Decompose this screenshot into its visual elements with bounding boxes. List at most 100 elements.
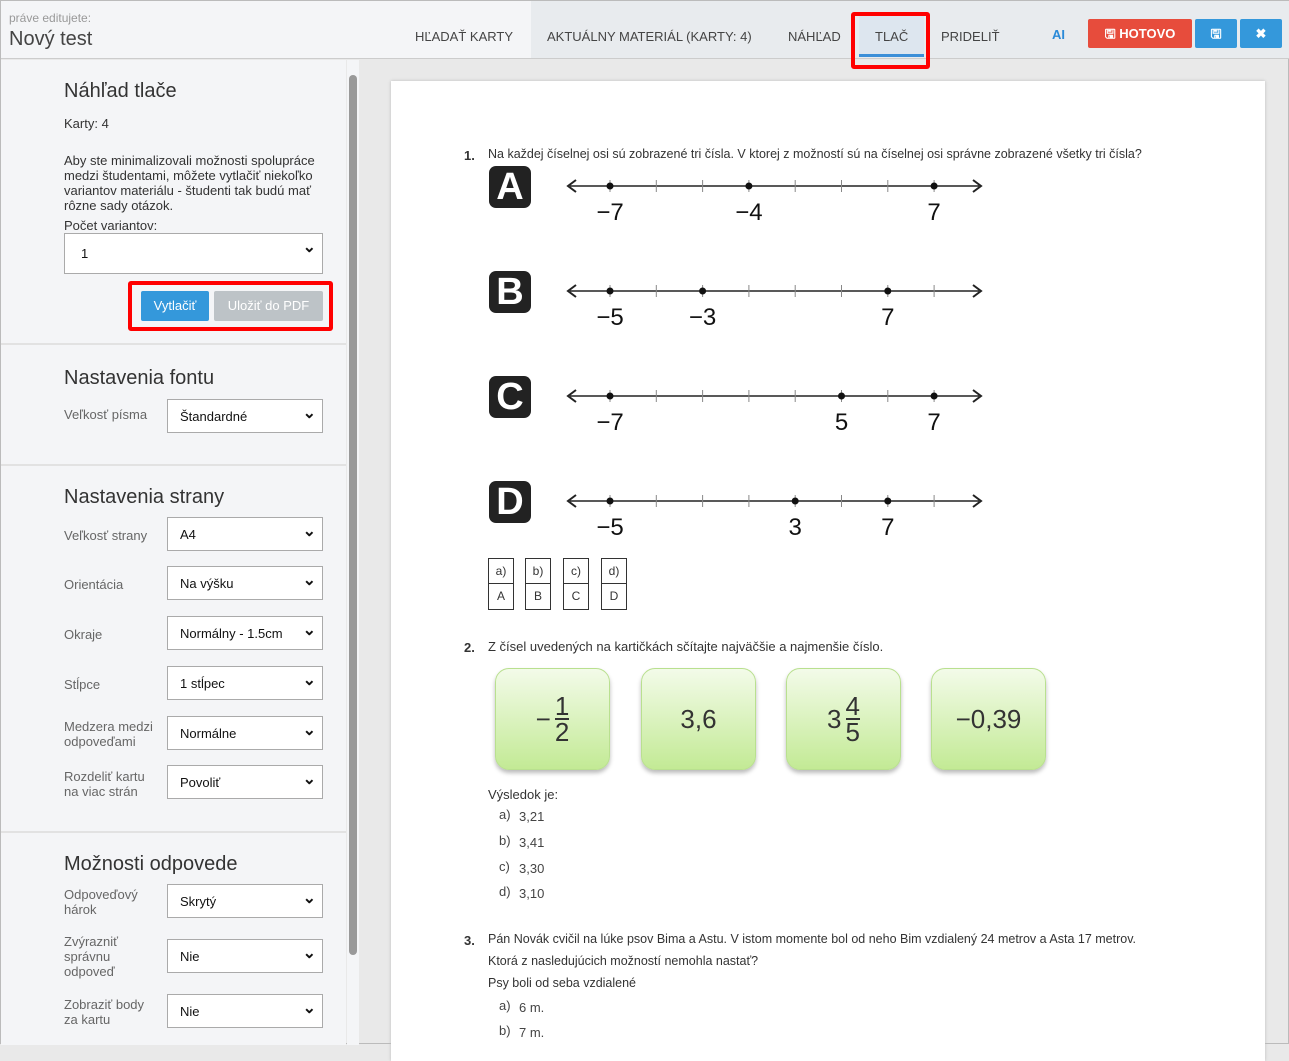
answer-box-c: c) C: [563, 558, 589, 610]
save-button[interactable]: 🖫: [1195, 19, 1237, 48]
answer-sheet-label: Odpoveďový hárok: [64, 887, 138, 917]
number-card: −1 2: [495, 668, 610, 770]
option-letter: a): [499, 998, 511, 1013]
answer-box-b: b) B: [525, 558, 551, 610]
numerator: 1: [554, 691, 570, 721]
variants-select[interactable]: 1: [64, 233, 323, 274]
settings-panel: Náhľad tlače Karty: 4 Aby ste minimalizo…: [1, 60, 346, 1045]
highlight-tab-print: [851, 12, 930, 69]
columns-select[interactable]: 1 stĺpec: [167, 666, 323, 700]
option-letter-badge: A: [489, 166, 531, 208]
point-label: 7: [927, 409, 940, 436]
option-letter-badge: D: [489, 481, 531, 523]
margins-select[interactable]: Normálny - 1.5cm: [167, 616, 323, 650]
highlight-label: Zvýrazniť správnu odpoveď: [64, 934, 118, 979]
print-preview-page: [391, 81, 1265, 1061]
option-value: 3,41: [519, 835, 545, 850]
font-section: Nastavenia fontu Veľkosť písma Štandardn…: [1, 345, 346, 466]
arrow-left: [566, 284, 577, 298]
point-label: 7: [881, 304, 894, 331]
question-text: Pán Novák cvičil na lúke psov Bima a Ast…: [488, 932, 1136, 946]
card-value: 3,6: [680, 703, 717, 734]
sign: −: [535, 703, 551, 734]
arrow-left: [566, 494, 577, 508]
floppy-icon: 🖫: [1104, 26, 1120, 41]
print-button[interactable]: Vytlačiť: [141, 291, 209, 321]
option-value: 3,10: [519, 886, 545, 901]
orientation-label: Orientácia: [64, 577, 124, 592]
question-text-3: Psy boli od seba vzdialené: [488, 976, 637, 990]
split-label: Rozdeliť kartu na viac strán: [64, 769, 145, 799]
test-title: Nový test: [9, 28, 93, 50]
point-label: −7: [596, 199, 623, 226]
close-icon: ✖: [1255, 26, 1267, 41]
point-label: −5: [596, 514, 623, 541]
point: [699, 287, 707, 295]
point-label: −4: [735, 199, 762, 226]
page-size-select[interactable]: A4: [167, 517, 323, 551]
point: [791, 497, 799, 505]
tab-current-material[interactable]: AKTUÁLNY MATERIÁL (KARTY: 4): [547, 29, 752, 44]
box-bottom: A: [496, 589, 505, 603]
option-letter: d): [499, 884, 511, 899]
option-letter: c): [499, 859, 510, 874]
question-number: 2.: [464, 640, 475, 655]
arrow-right: [972, 284, 983, 298]
question-number: 1.: [464, 148, 475, 163]
box-top: d): [602, 559, 626, 584]
question-number: 3.: [464, 933, 475, 948]
spacing-label: Medzera medzi odpoveďami: [64, 719, 153, 749]
font-size-label: Veľkosť písma: [64, 407, 148, 422]
save-pdf-button[interactable]: Uložiť do PDF: [214, 291, 323, 321]
close-button[interactable]: ✖: [1240, 19, 1282, 48]
option-value: 3,21: [519, 809, 545, 824]
arrow-left: [566, 389, 577, 403]
option-letter: b): [499, 1023, 511, 1038]
done-label: HOTOVO: [1119, 26, 1176, 41]
tab-preview[interactable]: NÁHĽAD: [788, 29, 841, 44]
number-line: −7 −4 7: [566, 179, 983, 226]
tab-print[interactable]: TLAČ: [859, 13, 925, 57]
option-value: 6 m.: [519, 1000, 545, 1015]
spacing-select[interactable]: Normálne: [167, 716, 323, 750]
section-title: Nastavenia strany: [64, 486, 225, 508]
answer-sheet-select[interactable]: Skrytý: [167, 884, 323, 918]
number-line: −7 5 7: [566, 389, 983, 436]
denominator: 2: [554, 717, 570, 747]
question-text: Na každej číselnej osi sú zobrazené tri …: [488, 147, 1142, 161]
point: [930, 182, 938, 190]
done-button[interactable]: 🖫 HOTOVO: [1088, 19, 1192, 48]
arrow-right: [972, 494, 983, 508]
box-bottom: B: [533, 589, 542, 603]
tab-search-cards[interactable]: HĽADAŤ KARTY: [415, 29, 514, 44]
option-letter-badge: C: [489, 376, 531, 418]
point-label: 7: [881, 514, 894, 541]
point: [884, 497, 892, 505]
print-preview-section: Náhľad tlače Karty: 4 Aby ste minimalizo…: [1, 60, 346, 345]
point-label: −5: [596, 304, 623, 331]
point-label: 5: [835, 409, 848, 436]
section-title: Nastavenia fontu: [64, 367, 215, 389]
points-select[interactable]: Nie: [167, 994, 323, 1028]
scrollbar-thumb[interactable]: [349, 75, 357, 955]
point-label: −3: [689, 304, 716, 331]
margins-label: Okraje: [64, 627, 103, 642]
split-select[interactable]: Povoliť: [167, 765, 323, 799]
arrow-right: [972, 389, 983, 403]
font-size-select[interactable]: Štandardné: [167, 399, 323, 433]
point-label: 3: [789, 514, 802, 541]
point: [606, 392, 614, 400]
point-label: 7: [927, 199, 940, 226]
number-line: −5 −3 7: [566, 284, 983, 331]
highlight-select[interactable]: Nie: [167, 939, 323, 973]
whole: 3: [827, 703, 842, 734]
point: [745, 182, 753, 190]
ai-button[interactable]: AI: [1052, 27, 1065, 42]
tab-assign[interactable]: PRIDELIŤ: [941, 29, 1000, 44]
page-section: Nastavenia strany Veľkosť strany A4 Orie…: [1, 466, 346, 833]
numerator: 4: [845, 691, 860, 721]
header: práve editujete: Nový test HĽADAŤ KARTY …: [1, 1, 1289, 59]
box-top: c): [564, 559, 588, 584]
orientation-select[interactable]: Na výšku: [167, 566, 323, 600]
